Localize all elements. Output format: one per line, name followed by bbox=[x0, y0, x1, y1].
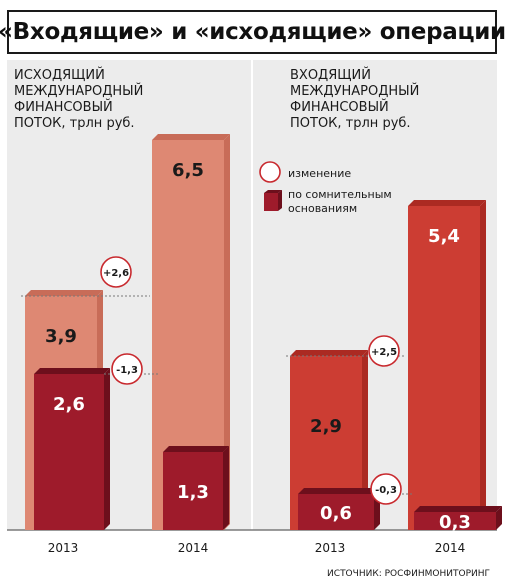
data-label: 2,9 bbox=[310, 416, 342, 437]
legend-doubtful-label-2: основаниям bbox=[288, 202, 357, 215]
legend-change-icon bbox=[259, 161, 281, 183]
data-label: 5,4 bbox=[428, 226, 460, 247]
bar-doubtful-2013-side bbox=[104, 368, 110, 530]
legend-doubtful-icon-top bbox=[264, 190, 282, 193]
bar-total-2013-side bbox=[362, 350, 368, 530]
bar-doubtful-2013-top bbox=[34, 368, 110, 374]
bar-total-2014-side bbox=[480, 200, 486, 530]
data-label: 3,9 bbox=[45, 326, 77, 347]
x-tick-label: 2013 bbox=[48, 541, 79, 555]
bar-doubtful-2014-top bbox=[163, 446, 229, 452]
chart-title-incoming: ВХОДЯЩИЙ МЕЖДУНАРОДНЫЙ ФИНАНСОВЫЙ ПОТОК,… bbox=[290, 67, 419, 131]
source-note: ИСТОЧНИК: РОСФИНМОНИТОРИНГ bbox=[327, 569, 490, 579]
data-label: 6,5 bbox=[172, 160, 204, 181]
legend: изменение по сомнительным основаниям bbox=[259, 161, 392, 215]
bar-total-2014-top bbox=[152, 134, 230, 140]
chart-title-line: ФИНАНСОВЫЙ bbox=[14, 99, 113, 115]
change-circle-icon bbox=[368, 335, 400, 367]
chart-title-line: ФИНАНСОВЫЙ bbox=[290, 99, 389, 115]
change-label: +2,6 bbox=[103, 268, 129, 279]
chart-title-line: ВХОДЯЩИЙ bbox=[290, 67, 371, 83]
chart-title-line: МЕЖДУНАРОДНЫЙ bbox=[14, 83, 143, 99]
bars-layer: 3,9 6,5 2,6 1,3 +2,6 -1,3 2,9 5,4 0,6 0,3 +2,5 -0,3 bbox=[21, 134, 502, 533]
legend-change-label: изменение bbox=[288, 167, 351, 180]
change-label: -0,3 bbox=[375, 485, 397, 496]
legend-doubtful-icon bbox=[264, 193, 278, 211]
bar-doubtful-2014 bbox=[414, 512, 496, 530]
page-title: «Входящие» и «исходящие» операции bbox=[0, 10, 506, 54]
change-circle-icon bbox=[111, 353, 143, 385]
bar-doubtful-2013-top bbox=[298, 488, 380, 494]
x-tick-label: 2014 bbox=[178, 541, 209, 555]
bar-total-2014-side bbox=[224, 134, 230, 530]
data-label: 2,6 bbox=[53, 394, 85, 415]
data-label: 0,6 bbox=[320, 503, 352, 524]
chart-title-line: ИСХОДЯЩИЙ bbox=[14, 67, 105, 83]
data-label: 0,3 bbox=[439, 512, 471, 533]
legend-doubtful-icon-side bbox=[278, 190, 282, 211]
x-tick-label: 2014 bbox=[435, 541, 466, 555]
bar-doubtful-2014-side bbox=[223, 446, 229, 530]
chart-title-outgoing: ИСХОДЯЩИЙ МЕЖДУНАРОДНЫЙ ФИНАНСОВЫЙ ПОТОК… bbox=[14, 67, 143, 131]
change-circle-icon bbox=[370, 473, 402, 505]
bar-total-2013-top bbox=[25, 290, 103, 296]
bar-total-2014-top bbox=[408, 200, 486, 206]
change-label: -1,3 bbox=[116, 365, 138, 376]
bar-doubtful-2014-top bbox=[414, 506, 502, 512]
bar-total-2014 bbox=[408, 206, 480, 530]
chart-title-line: ПОТОК, трлн руб. bbox=[14, 116, 135, 131]
bar-doubtful-2014 bbox=[163, 452, 223, 530]
bar-total-2013-top bbox=[290, 350, 368, 356]
change-label: +2,5 bbox=[371, 347, 397, 358]
data-label: 1,3 bbox=[177, 482, 209, 503]
bar-doubtful-2013 bbox=[34, 374, 104, 530]
change-circle-icon bbox=[100, 256, 132, 288]
chart-title-line: МЕЖДУНАРОДНЫЙ bbox=[290, 83, 419, 99]
x-tick-label: 2013 bbox=[315, 541, 346, 555]
bar-doubtful-2014-side bbox=[496, 506, 502, 530]
chart-title-line: ПОТОК, трлн руб. bbox=[290, 116, 411, 131]
legend-doubtful-label-1: по сомнительным bbox=[288, 188, 392, 201]
bar-doubtful-2013 bbox=[298, 494, 374, 530]
